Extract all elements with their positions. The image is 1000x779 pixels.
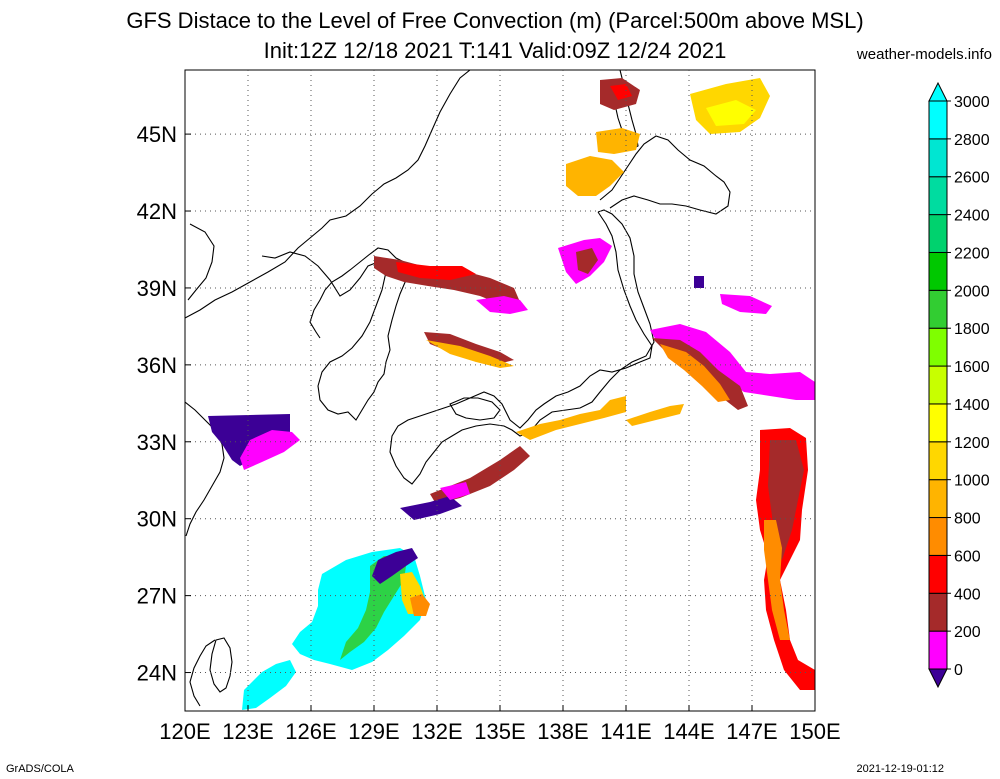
- lon-tick-label: 126E: [285, 719, 336, 744]
- lon-tick-label: 141E: [600, 719, 651, 744]
- coastline-layer: [185, 70, 731, 707]
- colorbar-segment: [928, 554, 948, 594]
- lon-tick-label: 150E: [789, 719, 840, 744]
- colorbar-label: 2200: [954, 245, 990, 262]
- orange-band-south-korea: [426, 340, 514, 368]
- map-subtitle: Init:12Z 12/18 2021 T:141 Valid:09Z 12/2…: [263, 38, 727, 63]
- colorbar-label: 2600: [954, 170, 990, 187]
- colorbar-label: 1400: [954, 397, 990, 414]
- lon-tick-label: 120E: [159, 719, 210, 744]
- lat-tick-label: 30N: [137, 507, 177, 532]
- coastline-taiwan: [209, 637, 233, 693]
- colorbar-segment: [928, 327, 948, 367]
- purple-region-ecs: [372, 548, 418, 584]
- green-region: [340, 556, 406, 660]
- colorbar-segment: [928, 251, 948, 291]
- lon-tick-label: 129E: [348, 719, 399, 744]
- colorbar-segment: [928, 365, 948, 405]
- purple-band-pacific: [400, 496, 462, 520]
- colorbar-label: 2000: [954, 283, 990, 300]
- purple-block-west: [208, 414, 290, 466]
- magenta-patch-ne: [720, 294, 772, 314]
- lon-tick-label: 147E: [726, 719, 777, 744]
- map-title: GFS Distace to the Level of Free Convect…: [126, 8, 864, 33]
- colorbar-segment: [928, 403, 948, 443]
- magenta-block-west: [240, 430, 300, 470]
- colorbar-label: 1600: [954, 359, 990, 376]
- lon-tick-label: 135E: [474, 719, 525, 744]
- colorbar-label: 1800: [954, 321, 990, 338]
- colorbar-label: 3000: [954, 94, 990, 111]
- colorbar-label: 400: [954, 586, 981, 603]
- colorbar-segment: [928, 479, 948, 519]
- colorbar-segment: [928, 630, 948, 670]
- magenta-band-eastjapan: [650, 324, 815, 400]
- orange-band-pacific: [516, 396, 626, 440]
- grid-layer: [185, 70, 815, 711]
- colorbar-segment: [928, 441, 948, 481]
- orange-band-eastjapan: [660, 344, 730, 402]
- colorbar-max-arrow: [928, 81, 948, 102]
- lon-tick-label: 123E: [222, 719, 273, 744]
- brown-band-seaofjapan: [374, 256, 520, 304]
- colorbar-label: 0: [954, 662, 963, 679]
- lon-tick-label: 144E: [663, 719, 714, 744]
- lat-tick-label: 27N: [137, 584, 177, 609]
- coastline-mainland: [185, 70, 471, 707]
- magenta-band-seaofjapan: [476, 296, 528, 314]
- colorbar-segment: [928, 517, 948, 556]
- lon-tick-label: 132E: [411, 719, 462, 744]
- colorbar-segment: [928, 100, 948, 140]
- orange-region-north: [596, 128, 640, 154]
- colorbar-label: 1200: [954, 435, 990, 452]
- lfc-shading-layer: [208, 78, 815, 710]
- colorbar-segment: [928, 592, 948, 632]
- colorbar-segment: [928, 138, 948, 178]
- colorbar-segment: [928, 214, 948, 253]
- orange-region-ecs: [410, 594, 430, 616]
- red-band-seaofjapan: [396, 262, 476, 280]
- colorbar: 0 200 400 600 800 1000 1200 1400 1600 1800 2000 220…: [928, 81, 990, 689]
- lon-tick-label: 138E: [537, 719, 588, 744]
- cyan-region-tail: [242, 660, 296, 710]
- colorbar-label: 2400: [954, 208, 990, 225]
- colorbar-label: 600: [954, 548, 981, 565]
- brown-region-tohoku: [576, 248, 598, 274]
- latitude-labels: 24N 27N 30N 33N 36N 39N 42N 45N: [137, 122, 191, 686]
- footer-software: GrADS/COLA: [6, 763, 74, 775]
- orange-region-hokkaido: [566, 156, 624, 196]
- magenta-band-pacific: [440, 482, 470, 500]
- purple-patch-ne: [694, 276, 704, 288]
- orange-band-east: [626, 404, 684, 426]
- coastline-japan: [389, 135, 731, 485]
- longitude-labels: 120E 123E 126E 129E 132E 135E 138E 141E 144E 147E…: [159, 705, 841, 744]
- colorbar-segment: [928, 289, 948, 329]
- lat-tick-label: 33N: [137, 430, 177, 455]
- colorbar-label: 1000: [954, 473, 990, 490]
- lat-tick-label: 24N: [137, 661, 177, 686]
- lat-tick-label: 36N: [137, 353, 177, 378]
- brown-band-pacific: [430, 446, 530, 504]
- colorbar-label: 200: [954, 624, 981, 641]
- colorbar-label: 2800: [954, 132, 990, 149]
- brown-band-south-korea: [424, 332, 514, 364]
- lat-tick-label: 42N: [137, 199, 177, 224]
- footer-timestamp: 2021-12-19-01:12: [856, 763, 944, 775]
- colorbar-label: 800: [954, 511, 981, 528]
- colorbar-min-arrow: [928, 668, 948, 689]
- orange-band-east-vertical: [764, 520, 790, 640]
- credit-text: weather-models.info: [856, 46, 992, 63]
- lat-tick-label: 39N: [137, 276, 177, 301]
- yellow-light-kurils: [706, 100, 756, 126]
- colorbar-segment: [928, 176, 948, 216]
- lat-tick-label: 45N: [137, 122, 177, 147]
